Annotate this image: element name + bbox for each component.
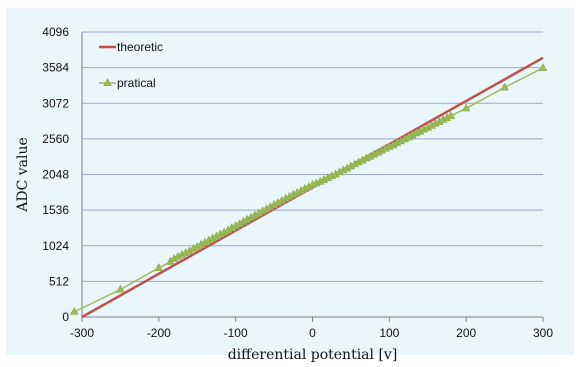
data-point-pratical bbox=[154, 263, 164, 272]
y-tick-label: 1536 bbox=[42, 203, 69, 217]
y-tick-label: 512 bbox=[49, 274, 69, 288]
x-tick-label: 200 bbox=[456, 326, 476, 340]
y-tick-label: 3584 bbox=[42, 61, 69, 75]
chart-background bbox=[6, 8, 574, 355]
y-tick-label: 1024 bbox=[42, 239, 69, 253]
data-point-pratical bbox=[116, 284, 125, 293]
y-tick-label: 0 bbox=[62, 310, 69, 324]
x-tick-label: 300 bbox=[533, 326, 553, 340]
legend-marker-pratical bbox=[103, 78, 112, 86]
data-point-pratical bbox=[500, 82, 509, 91]
x-tick-label: 100 bbox=[379, 326, 399, 340]
data-point-pratical bbox=[446, 111, 456, 119]
data-point-pratical bbox=[69, 306, 79, 315]
y-tick-label: 2048 bbox=[42, 168, 69, 182]
y-tick-label: 3072 bbox=[42, 96, 69, 110]
x-tick-label: 0 bbox=[309, 326, 316, 340]
y-tick-label: 4096 bbox=[42, 25, 69, 39]
x-tick-label: -100 bbox=[224, 326, 248, 340]
y-tick-label: 2560 bbox=[42, 132, 69, 146]
legend-label-theoretic: theoretic bbox=[117, 40, 163, 54]
x-tick-label: -200 bbox=[147, 326, 171, 340]
data-point-pratical bbox=[538, 63, 548, 71]
data-point-pratical bbox=[461, 103, 471, 112]
legend-label-pratical: pratical bbox=[117, 76, 156, 90]
x-tick-label: -300 bbox=[70, 326, 94, 340]
y-axis-title: ADC value bbox=[15, 137, 31, 213]
x-axis-title: differential potential [v] bbox=[228, 347, 398, 363]
